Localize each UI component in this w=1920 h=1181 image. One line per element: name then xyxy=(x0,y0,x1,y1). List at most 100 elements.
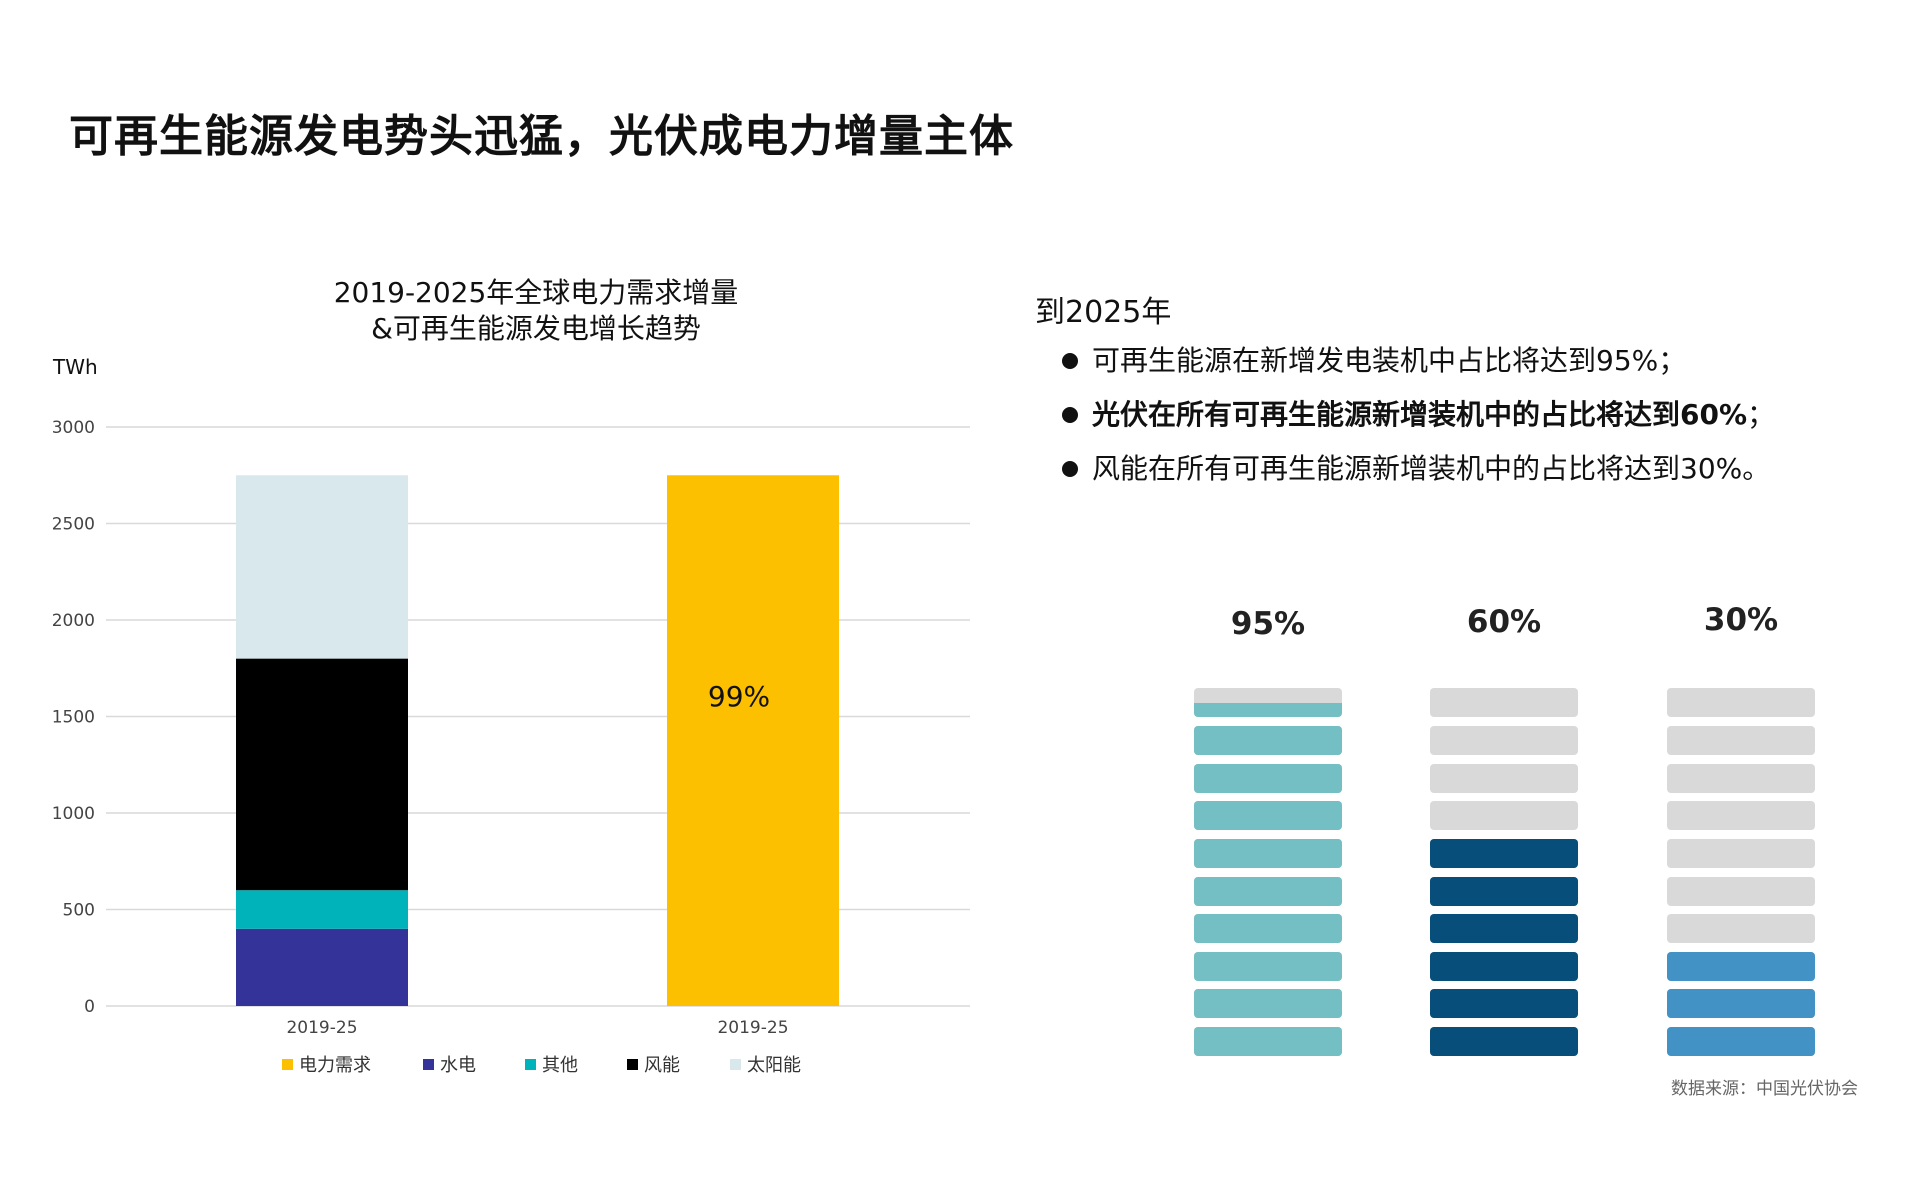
gauge-segment xyxy=(1667,952,1815,981)
gauge-segment xyxy=(1430,877,1578,906)
gauge-segment-fill xyxy=(1194,726,1342,755)
legend-swatch xyxy=(525,1059,536,1070)
stacked-bar-chart: 2019-2025年全球电力需求增量 &可再生能源发电增长趋势 TWh 0 500… xyxy=(52,276,970,1076)
x-tick-label: 2019-25 xyxy=(286,1018,357,1038)
gauge-segment xyxy=(1430,989,1578,1018)
y-axis-label: TWh xyxy=(52,355,98,379)
gauge-segment-fill xyxy=(1430,914,1578,943)
gauge-segment xyxy=(1667,989,1815,1018)
gauge-segment xyxy=(1194,914,1342,943)
legend-item: 电力需求 xyxy=(282,1055,371,1076)
legend-swatch xyxy=(423,1059,434,1070)
summary-bullet-renewable: 可再生能源在新增发电装机中占比将达到95%； xyxy=(1062,342,1775,396)
gauge-segment-fill xyxy=(1430,839,1578,868)
gauge-segment xyxy=(1194,839,1342,868)
gauge-segment xyxy=(1667,914,1815,943)
legend-label: 水电 xyxy=(440,1055,476,1076)
legend-label: 太阳能 xyxy=(747,1055,801,1076)
y-tick-label: 0 xyxy=(84,997,95,1017)
gauge-segment-fill xyxy=(1194,1027,1342,1056)
gauge-segment xyxy=(1667,688,1815,717)
gauge-segment xyxy=(1194,726,1342,755)
gauge-segment xyxy=(1430,801,1578,830)
gauge-segment xyxy=(1667,801,1815,830)
gauge-segment-fill xyxy=(1667,1027,1815,1056)
y-tick-label: 1500 xyxy=(52,708,95,728)
data-source: 数据来源：中国光伏协会 xyxy=(1671,1079,1858,1099)
gauge-segment xyxy=(1430,839,1578,868)
bullet-dot-icon xyxy=(1062,353,1078,369)
gauge-segment xyxy=(1194,952,1342,981)
gauge-segment xyxy=(1667,726,1815,755)
legend-swatch xyxy=(282,1059,293,1070)
gauge-segment xyxy=(1430,726,1578,755)
gauge-segment xyxy=(1430,1027,1578,1056)
gauge-segment-fill xyxy=(1667,952,1815,981)
chart-title: 2019-2025年全球电力需求增量 xyxy=(334,276,739,309)
page-title: 可再生能源发电势头迅猛，光伏成电力增量主体 xyxy=(69,111,1014,162)
y-tick-label: 500 xyxy=(63,901,95,921)
gauge-segment xyxy=(1430,952,1578,981)
gauge-percent-label: 30% xyxy=(1703,602,1779,638)
x-tick-label: 2019-25 xyxy=(717,1018,788,1038)
legend-label: 其他 xyxy=(542,1055,578,1076)
gauge-segment xyxy=(1194,1027,1342,1056)
bars: 99% xyxy=(236,475,839,1006)
summary-list: 可再生能源在新增发电装机中占比将达到95%； 光伏在所有可再生能源新增装机中的占… xyxy=(1062,342,1775,504)
legend-item: 太阳能 xyxy=(730,1055,801,1076)
legend-item: 水电 xyxy=(423,1055,476,1076)
gauge-segment xyxy=(1667,764,1815,793)
summary-heading: 到2025年 xyxy=(1035,295,1172,330)
bullet-dot-icon xyxy=(1062,461,1078,477)
y-tick-label: 2000 xyxy=(52,611,95,631)
gauge-segment xyxy=(1667,1027,1815,1056)
summary-bullet-wind: 风能在所有可再生能源新增装机中的占比将达到30%。 xyxy=(1062,450,1775,504)
legend-swatch xyxy=(627,1059,638,1070)
bar-data-label: 99% xyxy=(708,680,770,713)
bullet-suffix: ； xyxy=(1747,398,1776,431)
bar-segment xyxy=(236,658,408,891)
bullet-text: 可再生能源在新增发电装机中占比将达到95%； xyxy=(1092,344,1687,377)
legend-swatch xyxy=(730,1059,741,1070)
gauge-segment xyxy=(1667,839,1815,868)
gauge-segment xyxy=(1430,764,1578,793)
gauge-segment-fill xyxy=(1194,764,1342,793)
bullet-text: 光伏在所有可再生能源新增装机中的占比将达到60% xyxy=(1092,398,1748,431)
gauge-segment-fill xyxy=(1194,952,1342,981)
gauge-segment xyxy=(1194,688,1342,717)
legend-label: 电力需求 xyxy=(299,1055,371,1076)
gauge-segment-fill xyxy=(1667,989,1815,1018)
legend-item: 其他 xyxy=(525,1055,578,1076)
summary-bullet-solar: 光伏在所有可再生能源新增装机中的占比将达到60%； xyxy=(1062,396,1775,450)
legend: 电力需求 水电 其他 风能 太阳能 xyxy=(282,1055,801,1076)
gauge-segment-fill xyxy=(1430,877,1578,906)
gauge-segment-fill xyxy=(1430,989,1578,1018)
gauge-segment xyxy=(1194,764,1342,793)
gauge-percent-label: 95% xyxy=(1230,606,1306,642)
gauge-segment xyxy=(1194,801,1342,830)
bar-segment xyxy=(667,475,839,1006)
bar-segment xyxy=(236,890,408,929)
bar-segment xyxy=(236,928,408,1006)
gauge-segment xyxy=(1430,688,1578,717)
gauge-segment xyxy=(1194,877,1342,906)
gauge-segment-fill xyxy=(1194,702,1342,717)
y-tick-labels: 0 500 1000 1500 2000 2500 3000 xyxy=(52,418,95,1017)
y-tick-label: 3000 xyxy=(52,418,95,438)
gauge-segment-fill xyxy=(1194,877,1342,906)
gauge-segment-fill xyxy=(1430,1027,1578,1056)
chart-subtitle: &可再生能源发电增长趋势 xyxy=(371,312,701,345)
gauge-segment-fill xyxy=(1194,914,1342,943)
gauge-segment-fill xyxy=(1194,839,1342,868)
legend-label: 风能 xyxy=(644,1055,680,1076)
gauge-segment xyxy=(1194,989,1342,1018)
gauge-segment-fill xyxy=(1430,952,1578,981)
gauge-percent-label: 60% xyxy=(1466,604,1542,640)
y-tick-label: 1000 xyxy=(52,804,95,824)
y-tick-label: 2500 xyxy=(52,515,95,535)
gauge-segment xyxy=(1667,877,1815,906)
x-tick-labels: 2019-25 2019-25 xyxy=(286,1018,788,1038)
gauge-segment-fill xyxy=(1194,801,1342,830)
gridlines xyxy=(106,426,970,1007)
gauge-segment-fill xyxy=(1194,989,1342,1018)
